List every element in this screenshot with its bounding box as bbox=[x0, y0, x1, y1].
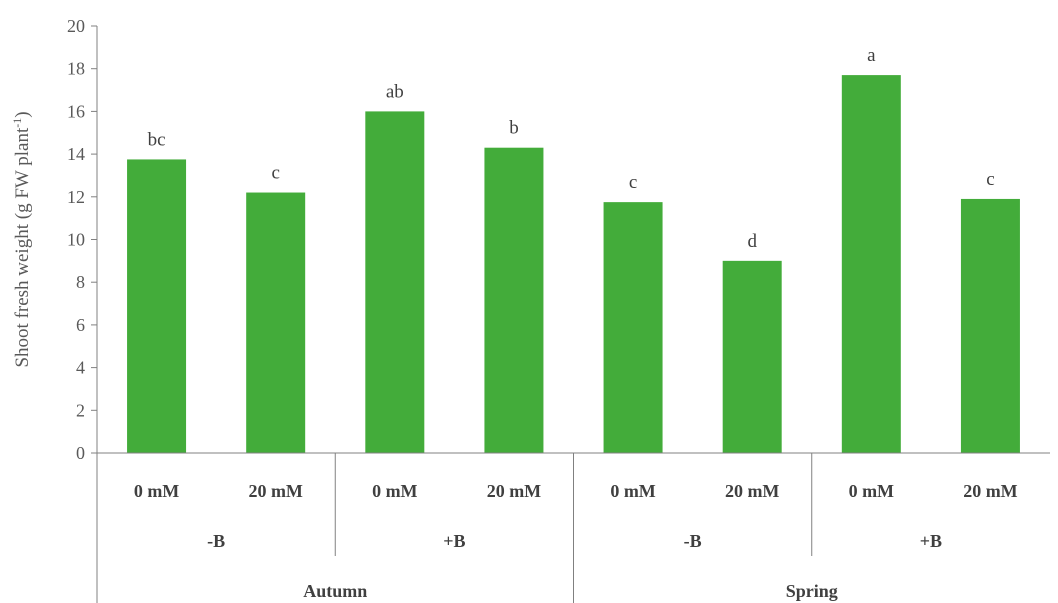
boron-group-label: +B bbox=[920, 531, 942, 551]
y-tick-label: 8 bbox=[76, 272, 85, 292]
bar-data-label: c bbox=[986, 169, 994, 190]
boron-group-label: -B bbox=[684, 531, 702, 551]
bar bbox=[127, 159, 187, 453]
bar-data-label: c bbox=[629, 172, 637, 193]
y-tick-label: 4 bbox=[76, 358, 85, 378]
y-tick-label: 6 bbox=[76, 315, 85, 335]
x-category-label: 20 mM bbox=[963, 481, 1017, 501]
x-category-label: 20 mM bbox=[248, 481, 302, 501]
bar-data-label: ab bbox=[386, 81, 404, 102]
y-tick-label: 18 bbox=[67, 59, 85, 79]
season-group-label: Spring bbox=[786, 581, 838, 601]
y-tick-label: 16 bbox=[67, 101, 85, 121]
bar-data-label: d bbox=[747, 231, 757, 252]
boron-group-label: +B bbox=[443, 531, 465, 551]
boron-group-label: -B bbox=[207, 531, 225, 551]
bars bbox=[127, 75, 1020, 454]
y-tick-label: 10 bbox=[67, 230, 85, 250]
bar bbox=[365, 111, 425, 454]
x-category-label: 20 mM bbox=[487, 481, 541, 501]
bar bbox=[841, 75, 901, 453]
x-category-label: 0 mM bbox=[610, 481, 655, 501]
season-group-label: Autumn bbox=[303, 581, 367, 601]
bar bbox=[603, 202, 663, 453]
y-tick-label: 20 bbox=[67, 16, 85, 36]
y-tick-label: 14 bbox=[67, 144, 85, 164]
y-tick-label: 12 bbox=[67, 187, 85, 207]
x-category-label: 0 mM bbox=[849, 481, 894, 501]
bar bbox=[722, 260, 782, 453]
bar-data-label: a bbox=[867, 45, 876, 66]
bar bbox=[484, 147, 544, 453]
x-category-label: 0 mM bbox=[372, 481, 417, 501]
y-axis-ticks: 0 2 4 6 8 10 12 14 16 18 20 bbox=[67, 16, 97, 463]
bar bbox=[960, 198, 1020, 453]
bar-data-label: bc bbox=[148, 129, 166, 150]
y-axis-label: Shoot fresh weight (g FW plant-1) bbox=[10, 111, 33, 367]
bar-data-label: b bbox=[509, 118, 519, 139]
bar-data-label: c bbox=[271, 163, 279, 184]
y-tick-label: 2 bbox=[76, 400, 85, 420]
bar bbox=[246, 192, 306, 453]
x-category-label: 0 mM bbox=[134, 481, 179, 501]
y-tick-label: 0 bbox=[76, 443, 85, 463]
x-axis: 0 mM 20 mM 0 mM 20 mM 0 mM 20 mM 0 mM 20 mM -B +B… bbox=[96, 452, 1050, 603]
x-category-label: 20 mM bbox=[725, 481, 779, 501]
